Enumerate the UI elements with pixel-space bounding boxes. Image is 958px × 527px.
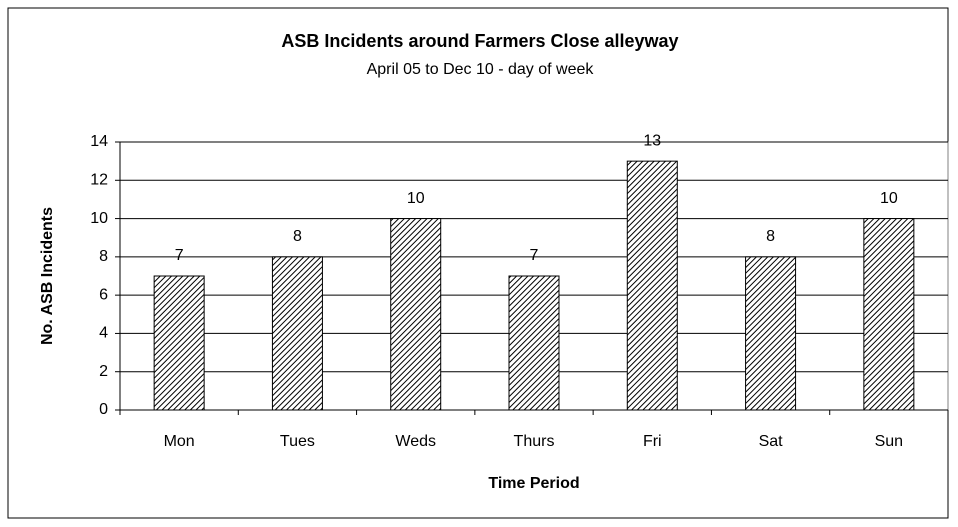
y-tick-label: 6 bbox=[99, 286, 108, 303]
data-label: 10 bbox=[880, 190, 898, 207]
bar bbox=[271, 256, 323, 411]
bar bbox=[508, 275, 560, 411]
y-tick-label: 4 bbox=[99, 325, 108, 342]
x-tick-label: Weds bbox=[395, 433, 436, 450]
x-tick-label: Sun bbox=[875, 433, 903, 450]
x-axis-title: Time Period bbox=[488, 475, 579, 492]
y-tick-label: 2 bbox=[99, 363, 108, 380]
data-label: 7 bbox=[175, 247, 184, 264]
bar bbox=[153, 275, 205, 411]
y-tick-label: 8 bbox=[99, 248, 108, 265]
data-label: 13 bbox=[643, 132, 661, 149]
y-axis-title: No. ASB Incidents bbox=[39, 207, 56, 345]
chart-subtitle: April 05 to Dec 10 - day of week bbox=[367, 61, 595, 78]
y-tick-label: 12 bbox=[90, 172, 108, 189]
bar bbox=[745, 256, 797, 411]
data-label: 8 bbox=[766, 228, 775, 245]
bar bbox=[626, 160, 678, 411]
data-label: 8 bbox=[293, 228, 302, 245]
x-tick-label: Tues bbox=[280, 433, 315, 450]
bar bbox=[390, 218, 442, 411]
x-tick-label: Thurs bbox=[514, 433, 555, 450]
x-tick-label: Mon bbox=[164, 433, 195, 450]
y-tick-label: 14 bbox=[90, 133, 108, 150]
y-tick-label: 10 bbox=[90, 210, 108, 227]
x-tick-label: Sat bbox=[759, 433, 784, 450]
data-label: 10 bbox=[407, 190, 425, 207]
data-label: 7 bbox=[530, 247, 539, 264]
bar bbox=[863, 218, 915, 411]
x-tick-label: Fri bbox=[643, 433, 662, 450]
y-tick-label: 0 bbox=[99, 401, 108, 418]
chart-title: ASB Incidents around Farmers Close alley… bbox=[281, 31, 678, 51]
